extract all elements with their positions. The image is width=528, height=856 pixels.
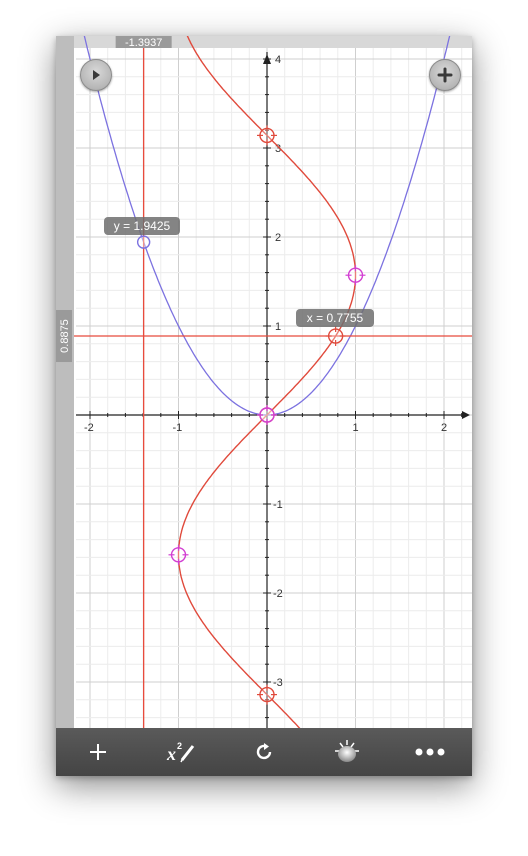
- x-tick-label: -1: [173, 422, 183, 434]
- y-value-callout: [104, 217, 180, 235]
- x-value-callout-text: x = 0.7755: [307, 311, 364, 325]
- y-tick-label: -1: [273, 499, 283, 511]
- trace-button[interactable]: [317, 728, 377, 776]
- x-tick-label: 2: [441, 422, 447, 434]
- y-readout-badge: [56, 310, 72, 363]
- y-tick-label: -3: [273, 677, 283, 689]
- blue-curve: [83, 36, 451, 416]
- app-screen: -2 -1 1 2 1 2 3 4 -1 -2 -3 y = 1.9425 x = 0.7755 -1.3…: [56, 36, 472, 776]
- ellipsis-icon: [415, 748, 445, 756]
- refresh-button[interactable]: [234, 728, 294, 776]
- x-readout-text: -1.3937: [125, 37, 162, 49]
- bottom-toolbar: x 2: [56, 728, 472, 776]
- y-readout-text: 0.8875: [59, 319, 71, 353]
- y-readout-strip: [56, 36, 74, 728]
- more-button[interactable]: [400, 728, 460, 776]
- add-button[interactable]: [68, 728, 128, 776]
- function-edit-button[interactable]: x 2: [151, 728, 211, 776]
- svg-text:x: x: [166, 744, 176, 764]
- graph-canvas[interactable]: -2 -1 1 2 1 2 3 4 -1 -2 -3 y = 1.9425 x = 0.7755 -1.3…: [56, 36, 472, 728]
- x-readout-strip: [74, 36, 472, 48]
- y-tick-label: 3: [275, 143, 281, 155]
- trace-point-blue[interactable]: [136, 235, 151, 249]
- x-squared-pencil-icon: x 2: [166, 741, 194, 764]
- plus-icon: [89, 744, 106, 760]
- y-value-callout-text: y = 1.9425: [114, 219, 171, 233]
- y-tick-label: -2: [273, 588, 283, 600]
- burst-icon: [335, 740, 360, 762]
- x-axis-arrow: [462, 411, 470, 419]
- zoom-add-button[interactable]: [429, 59, 461, 91]
- left-panel-button[interactable]: [80, 59, 112, 91]
- x-tick-label: -2: [84, 422, 94, 434]
- red-curve: [177, 36, 357, 728]
- y-tick-label: 4: [275, 54, 281, 66]
- x-value-callout: [296, 309, 374, 327]
- y-tick-label: 2: [275, 232, 281, 244]
- plus-icon: [437, 67, 453, 83]
- y-tick-label: 1: [275, 321, 281, 333]
- x-tick-label: 1: [353, 422, 359, 434]
- refresh-icon: [256, 743, 272, 760]
- play-icon: [93, 70, 100, 80]
- svg-text:2: 2: [177, 741, 182, 751]
- x-readout-badge: [115, 36, 172, 48]
